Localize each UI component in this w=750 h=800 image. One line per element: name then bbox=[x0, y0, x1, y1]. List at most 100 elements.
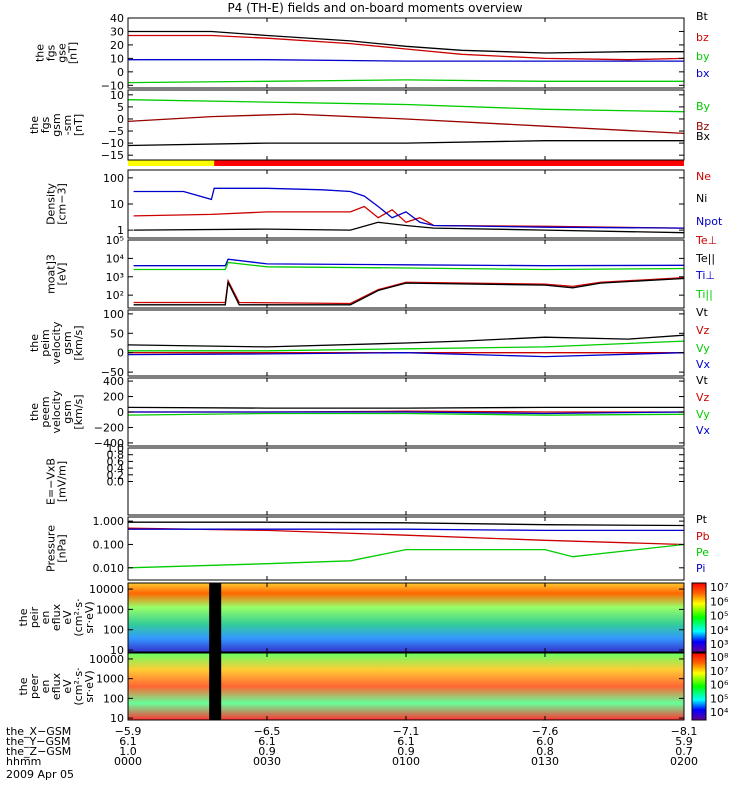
x-axis-row-label: the_Y−GSM bbox=[6, 735, 71, 748]
legend-label: Te|| bbox=[695, 252, 715, 265]
y-axis-label: Pressure bbox=[45, 525, 58, 572]
panel-6: Vt Vz Vy Vx 400 200 0 −200 −400 thepeemvelocitygs… bbox=[28, 374, 711, 450]
x-axis-value: 6.1 bbox=[397, 735, 415, 748]
y-axis-label: the bbox=[17, 608, 30, 626]
x-axis-value: 6.1 bbox=[258, 735, 276, 748]
y-tick-label: 200 bbox=[103, 391, 124, 404]
x-axis-value: 0.7 bbox=[675, 745, 693, 758]
colorbar-label: 10⁸ bbox=[710, 651, 729, 664]
y-tick-label: 0.8 bbox=[107, 449, 125, 462]
panel-8: Pt Pb Pe Pi 1.000 0.100 0.010 Pressure[nPa] bbox=[45, 513, 710, 581]
series-line bbox=[127, 79, 684, 84]
y-axis-label: eV bbox=[61, 679, 74, 694]
colorbar-label: 10⁵ bbox=[710, 610, 728, 623]
y-tick-label: 10³ bbox=[106, 271, 124, 284]
y-axis-label: eflux bbox=[50, 672, 63, 700]
y-axis-label: the bbox=[28, 403, 41, 421]
y-tick-label: 1.000 bbox=[93, 515, 125, 528]
y-tick-label: 1000 bbox=[96, 673, 124, 686]
y-tick-label: −5 bbox=[108, 125, 124, 138]
series-line bbox=[133, 258, 685, 267]
series-line bbox=[128, 521, 685, 527]
y-axis-label: [km/s] bbox=[72, 394, 85, 429]
series-line bbox=[133, 261, 685, 271]
y-axis-label: peem bbox=[39, 396, 52, 427]
y-tick-label: 0.6 bbox=[107, 455, 125, 468]
y-tick-label: 10 bbox=[110, 644, 124, 657]
legend-label: Ni bbox=[696, 192, 707, 205]
y-axis-label: -sm bbox=[61, 115, 74, 135]
y-axis-label: [eV] bbox=[56, 263, 69, 286]
legend-label: Pi bbox=[696, 562, 705, 575]
x-axis-value: −7.1 bbox=[393, 725, 420, 738]
x-axis-value: −7.6 bbox=[532, 725, 559, 738]
panel-frame bbox=[127, 516, 685, 581]
y-axis-label: [nT] bbox=[67, 42, 80, 64]
x-axis-value: 0130 bbox=[531, 755, 559, 768]
panel-frame bbox=[127, 447, 685, 516]
legend-label: Vy bbox=[696, 408, 710, 421]
y-tick-label: 100 bbox=[103, 172, 124, 185]
legend-label: by bbox=[696, 50, 710, 63]
y-axis-label: eV bbox=[61, 610, 74, 625]
series-line bbox=[133, 277, 685, 306]
x-axis-row-label: the_Z−GSM bbox=[6, 745, 71, 758]
y-axis-label: the bbox=[17, 677, 30, 695]
series-line bbox=[127, 140, 684, 147]
y-axis-label: [km/s] bbox=[72, 325, 85, 360]
legend-label: Pb bbox=[696, 530, 710, 543]
y-tick-label: 100 bbox=[103, 624, 124, 637]
y-tick-label: −10 bbox=[101, 137, 124, 150]
y-axis-label: moat]3 bbox=[45, 254, 58, 294]
y-tick-label: 10 bbox=[110, 712, 124, 725]
legend-label: bx bbox=[696, 67, 710, 80]
colorbar-label: 10⁷ bbox=[710, 581, 728, 594]
y-axis-label: [mV/m] bbox=[56, 461, 69, 502]
series-line bbox=[133, 205, 685, 229]
series-line bbox=[127, 334, 685, 348]
series-line bbox=[127, 406, 684, 409]
y-tick-label: −10 bbox=[101, 79, 124, 92]
y-tick-label: −15 bbox=[101, 149, 124, 162]
y-tick-label: 400 bbox=[103, 375, 124, 388]
x-axis-value: −6.5 bbox=[254, 725, 281, 738]
y-axis-label: peir bbox=[28, 606, 41, 628]
legend-label: Vt bbox=[696, 306, 709, 319]
y-tick-label: 10 bbox=[110, 89, 124, 102]
x-axis-value: 0.9 bbox=[258, 745, 276, 758]
y-tick-label: 10000 bbox=[89, 653, 124, 666]
y-tick-label: 0 bbox=[117, 406, 124, 419]
colorbar-label: 10⁵ bbox=[710, 692, 728, 705]
y-axis-label: gse bbox=[56, 43, 69, 63]
y-tick-label: 20 bbox=[110, 39, 124, 52]
y-tick-label: 10⁵ bbox=[106, 234, 124, 247]
data-gap bbox=[209, 653, 222, 720]
y-axis-label: the bbox=[28, 116, 41, 134]
colorbar-label: 10³ bbox=[710, 638, 728, 651]
mode-bar-red bbox=[214, 160, 684, 166]
y-axis-label: Density bbox=[45, 183, 58, 225]
legend-label: Ti⊥ bbox=[695, 269, 715, 282]
y-axis-label: eflux bbox=[50, 603, 63, 631]
x-axis-value: −5.9 bbox=[115, 725, 142, 738]
series-line bbox=[127, 543, 685, 569]
colorbar-label: 10⁶ bbox=[710, 595, 729, 608]
y-axis-label: sr·eV) bbox=[83, 601, 96, 633]
legend-label: Vy bbox=[696, 342, 710, 355]
legend-label: Bz bbox=[696, 120, 710, 133]
y-axis-label: peim bbox=[39, 329, 52, 357]
y-tick-label: 0.2 bbox=[107, 469, 125, 482]
series-line bbox=[133, 187, 685, 229]
colorbar bbox=[691, 652, 707, 721]
y-axis-label: [cm−3] bbox=[56, 183, 69, 225]
y-tick-label: 40 bbox=[110, 12, 124, 25]
y-tick-label: −50 bbox=[101, 366, 124, 379]
y-tick-label: 10⁴ bbox=[106, 252, 125, 265]
legend-label: Bt bbox=[696, 10, 709, 23]
series-line bbox=[127, 412, 685, 416]
y-tick-label: 0 bbox=[117, 66, 124, 79]
y-tick-label: 0.010 bbox=[93, 562, 125, 575]
